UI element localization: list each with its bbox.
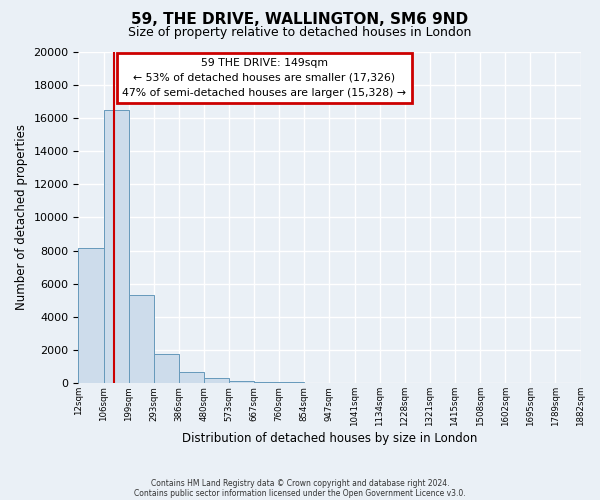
Bar <box>128 296 154 384</box>
Text: 59 THE DRIVE: 149sqm
← 53% of detached houses are smaller (17,326)
47% of semi-d: 59 THE DRIVE: 149sqm ← 53% of detached h… <box>122 58 406 98</box>
Bar <box>154 354 179 384</box>
Bar <box>104 110 128 384</box>
Bar <box>204 378 229 384</box>
Y-axis label: Number of detached properties: Number of detached properties <box>15 124 28 310</box>
Text: Contains public sector information licensed under the Open Government Licence v3: Contains public sector information licen… <box>134 488 466 498</box>
Text: 59, THE DRIVE, WALLINGTON, SM6 9ND: 59, THE DRIVE, WALLINGTON, SM6 9ND <box>131 12 469 28</box>
Bar <box>254 382 279 384</box>
Bar <box>179 372 204 384</box>
Text: Size of property relative to detached houses in London: Size of property relative to detached ho… <box>128 26 472 39</box>
Bar <box>279 382 304 384</box>
X-axis label: Distribution of detached houses by size in London: Distribution of detached houses by size … <box>182 432 477 445</box>
Bar <box>79 248 104 384</box>
Bar <box>229 381 254 384</box>
Text: Contains HM Land Registry data © Crown copyright and database right 2024.: Contains HM Land Registry data © Crown c… <box>151 478 449 488</box>
